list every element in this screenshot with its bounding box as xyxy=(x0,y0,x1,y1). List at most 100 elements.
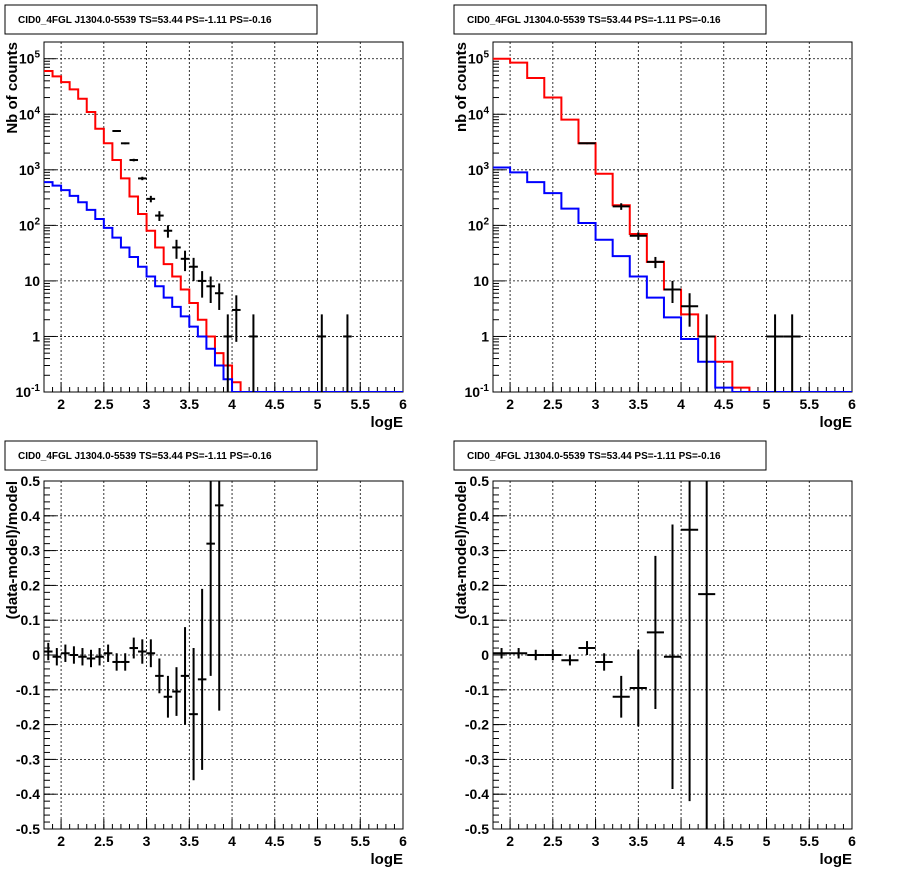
plot-frame xyxy=(492,41,853,393)
data-point xyxy=(180,250,190,272)
y-tick-label: 0.2 xyxy=(470,577,490,593)
plot-frame xyxy=(43,480,404,830)
data-point xyxy=(163,225,173,238)
x-tick-label: 6 xyxy=(848,833,856,849)
data-point xyxy=(544,649,562,661)
x-tick-label: 5.5 xyxy=(800,396,820,412)
x-tick-label: 2 xyxy=(57,833,65,849)
chart-title: CID0_4FGL J1304.0-5539 TS=53.44 PS=-1.11… xyxy=(467,15,721,26)
title-box xyxy=(4,4,318,35)
x-tick-label: 3 xyxy=(143,396,151,412)
data-point xyxy=(103,644,113,662)
data-point xyxy=(172,239,181,259)
data-point xyxy=(138,639,147,664)
x-tick-label: 5.5 xyxy=(351,396,371,412)
x-tick-label: 6 xyxy=(399,833,407,849)
data-point xyxy=(69,646,79,664)
data-point xyxy=(612,203,630,210)
x-tick-label: 6 xyxy=(399,396,407,412)
data-point xyxy=(766,314,784,392)
chart-panel-3: CID0_4FGL J1304.0-5539 TS=53.44 PS=-1.11… xyxy=(4,440,407,868)
y-tick-label: 104 xyxy=(468,105,490,122)
data-point xyxy=(681,481,699,802)
x-tick-label: 3.5 xyxy=(629,396,649,412)
data-point xyxy=(578,641,596,655)
x-tick-label: 3.5 xyxy=(629,833,649,849)
y-tick-label: -0.2 xyxy=(16,717,40,733)
x-tick-label: 5 xyxy=(763,396,771,412)
y-tick-label: 105 xyxy=(19,50,41,67)
data-point xyxy=(646,555,664,709)
data-point xyxy=(663,524,682,789)
series-1 xyxy=(493,481,716,829)
data-point xyxy=(663,280,682,304)
series-3 xyxy=(578,142,801,392)
x-tick-label: 2 xyxy=(506,833,514,849)
y-tick-label: 10 xyxy=(473,273,489,289)
data-point xyxy=(172,667,181,716)
data-point xyxy=(681,293,699,327)
chart-panel-2: CID0_4FGL J1304.0-5539 TS=53.44 PS=-1.11… xyxy=(453,4,856,431)
x-tick-label: 5.5 xyxy=(800,833,820,849)
y-tick-label: 0.1 xyxy=(21,612,41,628)
model-step-line xyxy=(493,57,852,392)
y-tick-label: -0.5 xyxy=(465,821,489,837)
data-point xyxy=(120,653,130,671)
data-point xyxy=(155,211,164,221)
chart-title: CID0_4FGL J1304.0-5539 TS=53.44 PS=-1.11… xyxy=(18,15,272,26)
y-tick-label: 0.5 xyxy=(21,473,41,489)
x-tick-label: 4 xyxy=(228,396,236,412)
data-point xyxy=(206,481,215,676)
y-axis-label: (data-model)/model xyxy=(453,481,470,619)
chart-panel-4: CID0_4FGL J1304.0-5539 TS=53.44 PS=-1.11… xyxy=(453,440,856,868)
data-point xyxy=(629,232,647,240)
y-tick-label: 102 xyxy=(19,216,41,233)
x-tick-label: 4.5 xyxy=(714,833,734,849)
x-tick-label: 2 xyxy=(506,396,514,412)
data-point xyxy=(120,142,130,145)
data-point xyxy=(343,314,352,392)
x-tick-label: 4.5 xyxy=(714,396,734,412)
x-tick-label: 4 xyxy=(677,396,685,412)
data-point xyxy=(146,639,156,668)
chart-panel-1: CID0_4FGL J1304.0-5539 TS=53.44 PS=-1.11… xyxy=(4,4,407,431)
y-tick-label: 1 xyxy=(32,328,40,344)
y-axis-label: (data-model)/model xyxy=(4,481,21,619)
data-point xyxy=(527,649,545,661)
y-tick-label: 0 xyxy=(32,647,40,663)
y-tick-label: 103 xyxy=(468,161,490,178)
data-point xyxy=(197,271,207,298)
series-3 xyxy=(112,129,352,392)
data-point xyxy=(180,627,190,725)
model-step-line xyxy=(44,70,403,392)
x-axis-label: logE xyxy=(371,414,404,431)
y-tick-label: 10-1 xyxy=(16,383,41,400)
data-point xyxy=(214,283,224,310)
y-tick-label: -0.3 xyxy=(465,751,489,767)
x-tick-label: 5 xyxy=(763,833,771,849)
x-tick-label: 4 xyxy=(228,833,236,849)
plot-frame xyxy=(43,41,404,393)
y-tick-label: 0.5 xyxy=(470,473,490,489)
data-point xyxy=(197,588,207,770)
series-2 xyxy=(493,166,852,392)
x-tick-label: 2 xyxy=(57,396,65,412)
y-tick-label: 0.1 xyxy=(470,612,490,628)
data-point xyxy=(612,675,630,718)
data-point xyxy=(146,195,156,203)
x-tick-label: 4.5 xyxy=(265,833,285,849)
y-tick-label: 104 xyxy=(19,105,41,122)
x-tick-label: 4 xyxy=(677,833,685,849)
y-tick-label: 103 xyxy=(19,161,41,178)
y-tick-label: 10 xyxy=(24,273,40,289)
model-step-line xyxy=(44,181,403,392)
y-tick-label: -0.1 xyxy=(465,682,489,698)
x-axis-label: logE xyxy=(371,851,404,868)
x-tick-label: 2.5 xyxy=(543,833,563,849)
y-tick-label: 0.4 xyxy=(21,508,41,524)
y-tick-label: -0.4 xyxy=(16,786,40,802)
y-tick-label: -0.2 xyxy=(465,717,489,733)
data-point xyxy=(61,644,70,662)
x-tick-label: 3 xyxy=(143,833,151,849)
chart-title: CID0_4FGL J1304.0-5539 TS=53.44 PS=-1.11… xyxy=(467,451,721,462)
